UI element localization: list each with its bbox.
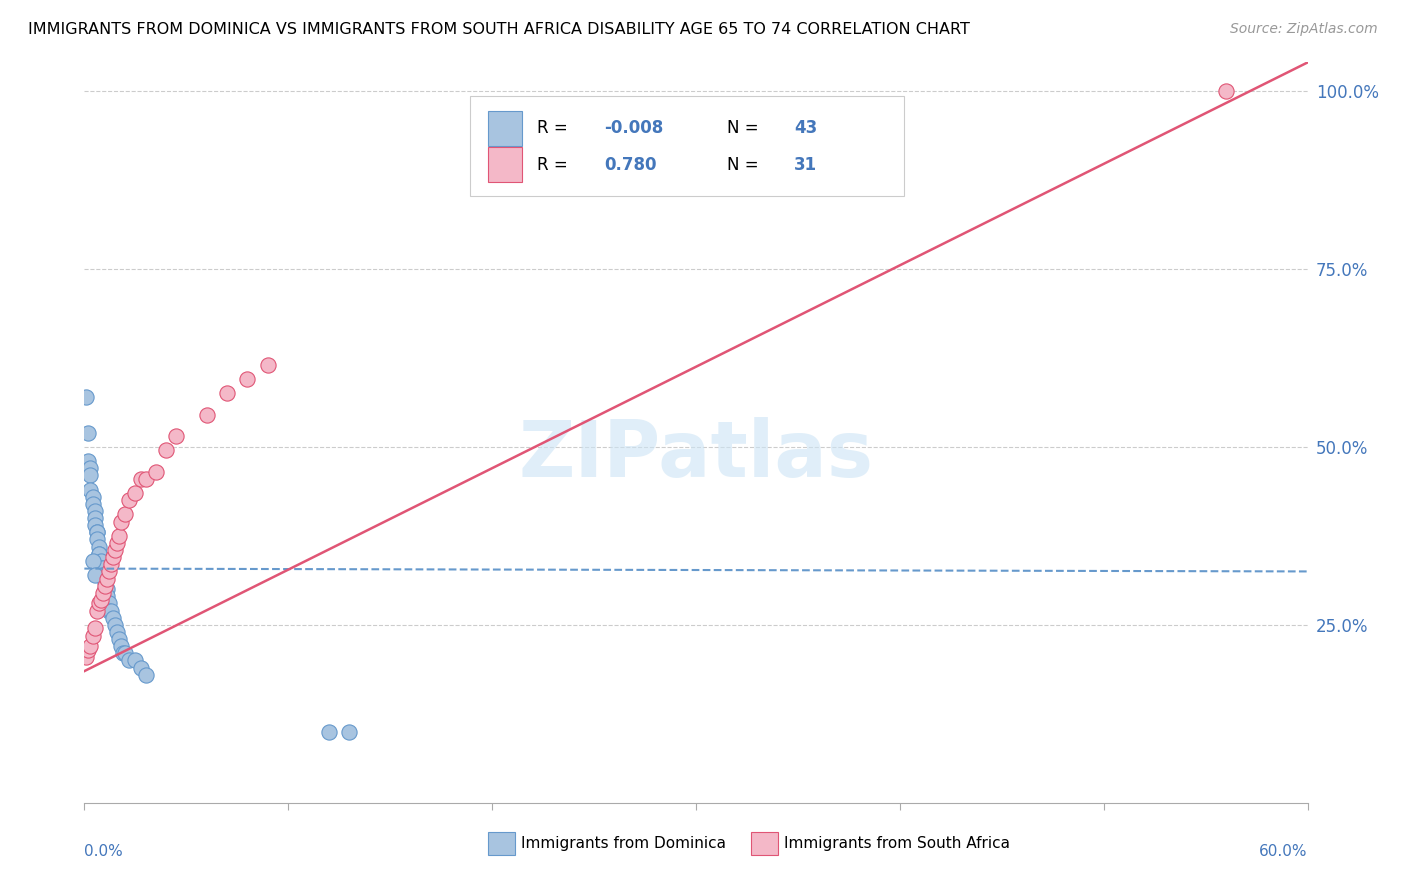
Point <box>108 529 131 543</box>
Point <box>93 582 115 597</box>
Text: Immigrants from Dominica: Immigrants from Dominica <box>522 836 725 851</box>
Point <box>87 540 110 554</box>
Point <box>96 582 118 597</box>
Point <box>83 504 105 518</box>
Point <box>77 454 100 468</box>
Point <box>124 653 146 667</box>
Point <box>118 493 141 508</box>
Text: 60.0%: 60.0% <box>1260 844 1308 858</box>
Text: R =: R = <box>537 155 574 174</box>
Point <box>104 543 127 558</box>
Point <box>77 425 100 440</box>
Point <box>82 554 104 568</box>
Point <box>90 561 112 575</box>
Point <box>79 483 101 497</box>
Point <box>96 590 118 604</box>
Point <box>91 568 114 582</box>
Point <box>87 597 110 611</box>
Point <box>75 649 97 664</box>
Point <box>86 533 108 547</box>
Point <box>318 724 340 739</box>
Point <box>118 653 141 667</box>
Point <box>97 597 120 611</box>
Point <box>155 443 177 458</box>
Point <box>114 508 136 522</box>
Point <box>86 525 108 540</box>
Text: Immigrants from South Africa: Immigrants from South Africa <box>785 836 1010 851</box>
Point <box>96 572 118 586</box>
Point <box>79 468 101 483</box>
FancyBboxPatch shape <box>488 147 522 182</box>
Point <box>110 639 132 653</box>
Text: 31: 31 <box>794 155 817 174</box>
Point <box>83 568 105 582</box>
Text: Source: ZipAtlas.com: Source: ZipAtlas.com <box>1230 22 1378 37</box>
Point <box>145 465 167 479</box>
Point <box>97 604 120 618</box>
Text: -0.008: -0.008 <box>605 120 664 137</box>
Point <box>82 490 104 504</box>
Point <box>83 511 105 525</box>
Point <box>86 604 108 618</box>
Point <box>339 724 361 739</box>
Point <box>90 554 112 568</box>
Point <box>131 660 153 674</box>
Point <box>131 472 153 486</box>
Point <box>165 429 187 443</box>
Text: IMMIGRANTS FROM DOMINICA VS IMMIGRANTS FROM SOUTH AFRICA DISABILITY AGE 65 TO 74: IMMIGRANTS FROM DOMINICA VS IMMIGRANTS F… <box>28 22 970 37</box>
Point <box>87 547 110 561</box>
Point <box>100 558 122 572</box>
Point <box>1215 84 1237 98</box>
Point <box>114 646 136 660</box>
Point <box>97 565 120 579</box>
Point <box>83 518 105 533</box>
Point <box>236 372 259 386</box>
Point <box>101 550 124 565</box>
FancyBboxPatch shape <box>488 111 522 146</box>
FancyBboxPatch shape <box>751 832 778 855</box>
Point <box>104 617 127 632</box>
FancyBboxPatch shape <box>488 832 515 855</box>
Text: 43: 43 <box>794 120 817 137</box>
Text: R =: R = <box>537 120 574 137</box>
Point <box>77 642 100 657</box>
Text: 0.0%: 0.0% <box>84 844 124 858</box>
Point <box>93 575 115 590</box>
Point <box>110 515 132 529</box>
Point <box>82 497 104 511</box>
Point <box>82 628 104 642</box>
Point <box>90 593 112 607</box>
Point <box>101 610 124 624</box>
Text: N =: N = <box>727 120 763 137</box>
Point <box>93 579 115 593</box>
Text: N =: N = <box>727 155 763 174</box>
Point <box>86 525 108 540</box>
Point <box>124 486 146 500</box>
Point <box>91 561 114 575</box>
Point <box>135 472 157 486</box>
Point <box>91 586 114 600</box>
Point <box>83 621 105 635</box>
Point <box>87 547 110 561</box>
Point <box>105 624 128 639</box>
Point <box>79 461 101 475</box>
Point <box>79 639 101 653</box>
Point <box>75 390 97 404</box>
Text: 0.780: 0.780 <box>605 155 657 174</box>
Point <box>105 536 128 550</box>
Point <box>217 386 239 401</box>
Point <box>100 604 122 618</box>
Point <box>135 667 157 681</box>
Point <box>112 646 135 660</box>
Point <box>195 408 218 422</box>
Point <box>257 358 280 372</box>
Text: ZIPatlas: ZIPatlas <box>519 417 873 493</box>
FancyBboxPatch shape <box>470 95 904 195</box>
Point <box>108 632 131 646</box>
